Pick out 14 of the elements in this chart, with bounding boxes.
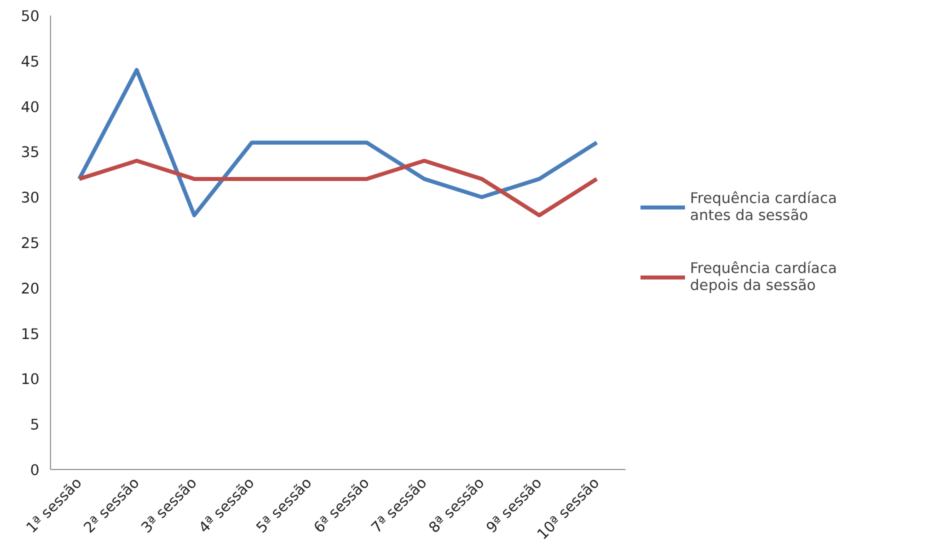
legend-label: Frequência cardíaca antes da sessão	[690, 189, 837, 226]
y-tick-label: 35	[20, 144, 40, 162]
y-tick-label: 15	[20, 326, 40, 343]
y-tick-label: 45	[20, 53, 40, 70]
y-tick-label: 0	[30, 462, 40, 479]
legend-label: Frequência cardíaca depois da sessão	[690, 259, 837, 296]
y-tick-label: 30	[20, 190, 40, 207]
y-tick-label: 5	[30, 416, 40, 434]
y-tick-label: 20	[20, 280, 40, 298]
y-tick-label: 10	[20, 371, 40, 388]
y-tick-label: 50	[20, 8, 40, 25]
y-tick-label: 40	[20, 98, 40, 116]
line-series	[77, 68, 599, 218]
y-tick-label: 25	[20, 235, 40, 252]
